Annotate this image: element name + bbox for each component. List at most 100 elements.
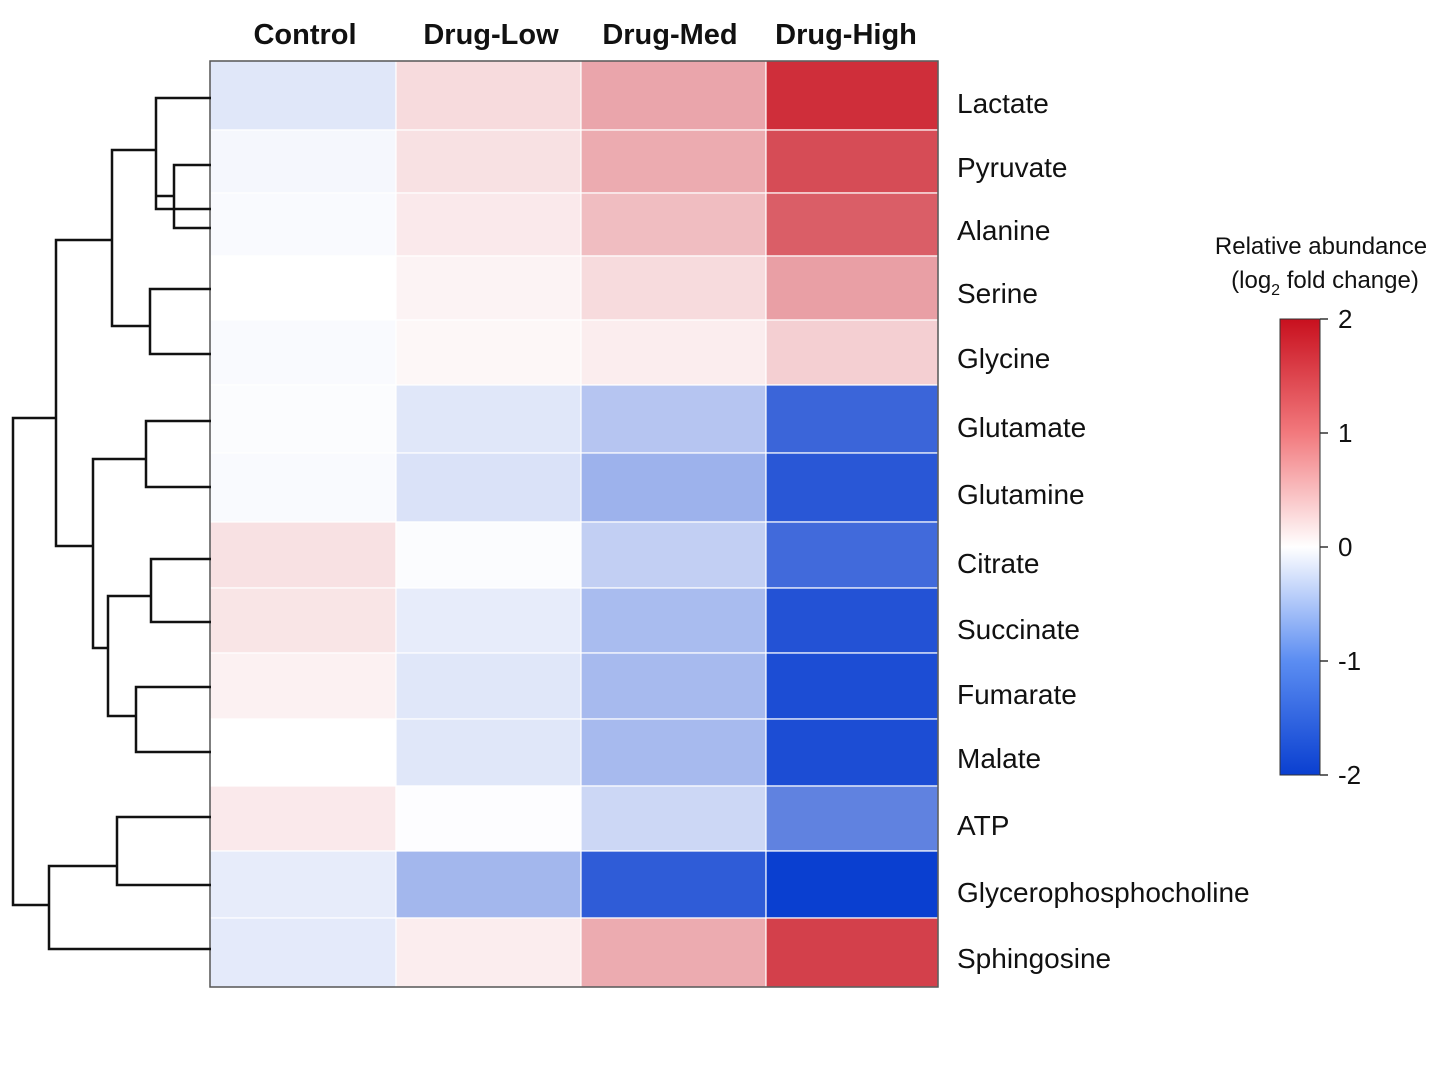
dendrogram-branch bbox=[91, 457, 146, 650]
heatmap-cell bbox=[765, 255, 939, 321]
dendrogram-branch bbox=[134, 685, 211, 754]
heatmap-cell bbox=[765, 917, 939, 988]
heatmap-cell bbox=[580, 652, 767, 720]
heatmap-cell bbox=[765, 192, 939, 257]
dendrogram-branch bbox=[148, 287, 211, 356]
row-label: Sphingosine bbox=[957, 943, 1111, 974]
heatmap-cell bbox=[209, 60, 397, 131]
heatmap-cell bbox=[209, 319, 397, 386]
dendrogram-branch bbox=[106, 594, 151, 718]
row-label: Lactate bbox=[957, 88, 1049, 119]
heatmap-cells bbox=[209, 60, 939, 988]
dendrogram-branch bbox=[172, 163, 211, 230]
colorbar-subtitle: (log2 fold change) bbox=[1231, 267, 1419, 299]
row-label: Alanine bbox=[957, 215, 1050, 246]
colorbar-tick-label: -2 bbox=[1338, 760, 1361, 790]
heatmap-cell bbox=[580, 917, 767, 988]
dendrogram-branch bbox=[149, 557, 211, 624]
heatmap-cell bbox=[395, 192, 582, 257]
heatmap-cell bbox=[580, 587, 767, 654]
heatmap-border bbox=[209, 60, 939, 988]
row-label: Succinate bbox=[957, 614, 1080, 645]
colorbar-title: Relative abundance bbox=[1215, 233, 1427, 260]
heatmap-cell bbox=[395, 319, 582, 386]
row-labels: Lactate Pyruvate Alanine Serine Glycine Gluta… bbox=[957, 88, 1250, 974]
heatmap-cell bbox=[765, 521, 939, 589]
dendrogram-branch bbox=[110, 148, 156, 328]
heatmap-cell bbox=[765, 587, 939, 654]
colorbar: Relative abundance (log2 fold change) 2 1… bbox=[1215, 233, 1427, 790]
heatmap-cell bbox=[209, 587, 397, 654]
colorbar-tick-label: 1 bbox=[1338, 418, 1352, 448]
colorbar-tick-label: 2 bbox=[1338, 304, 1352, 334]
column-label: Drug-Low bbox=[423, 19, 559, 51]
heatmap-cell bbox=[395, 718, 582, 787]
heatmap-cell bbox=[580, 785, 767, 852]
heatmap-cell bbox=[580, 850, 767, 919]
row-label: ATP bbox=[957, 810, 1009, 841]
colorbar-tick-label: -1 bbox=[1338, 646, 1361, 676]
row-label: Malate bbox=[957, 743, 1041, 774]
heatmap-cell bbox=[580, 129, 767, 194]
heatmap-cell bbox=[765, 452, 939, 523]
colorbar-tick-label: 0 bbox=[1338, 532, 1352, 562]
row-label: Glycerophosphocholine bbox=[957, 877, 1250, 908]
dendrogram-branch bbox=[154, 96, 211, 211]
heatmap-cell bbox=[765, 652, 939, 720]
column-labels: Control Drug-Low Drug-Med Drug-High bbox=[253, 19, 916, 51]
heatmap-cell bbox=[395, 60, 582, 131]
heatmap-cell bbox=[209, 785, 397, 852]
heatmap-cell bbox=[580, 319, 767, 386]
heatmap-cell bbox=[580, 521, 767, 589]
heatmap-cell bbox=[765, 718, 939, 787]
dendrogram-branch bbox=[115, 815, 211, 887]
heatmap-cell bbox=[765, 850, 939, 919]
heatmap-cell bbox=[209, 192, 397, 257]
heatmap-cell bbox=[580, 192, 767, 257]
column-label: Control bbox=[253, 19, 356, 51]
heatmap-cell bbox=[209, 129, 397, 194]
colorbar-ticks: 2 1 0 -1 -2 bbox=[1320, 304, 1361, 790]
heatmap-cell bbox=[395, 587, 582, 654]
row-label: Citrate bbox=[957, 548, 1039, 579]
heatmap-cell bbox=[395, 652, 582, 720]
heatmap-cell bbox=[395, 850, 582, 919]
dendrogram-branch bbox=[54, 238, 112, 548]
row-label: Pyruvate bbox=[957, 152, 1068, 183]
row-label: Glutamine bbox=[957, 479, 1085, 510]
heatmap-cell bbox=[580, 60, 767, 131]
heatmap-cell bbox=[395, 255, 582, 321]
heatmap-cell bbox=[395, 384, 582, 454]
heatmap-cell bbox=[395, 917, 582, 988]
heatmap-cell bbox=[580, 452, 767, 523]
dendrogram-branch bbox=[144, 419, 211, 489]
heatmap-cell bbox=[580, 718, 767, 787]
heatmap-cell bbox=[580, 384, 767, 454]
row-label: Serine bbox=[957, 278, 1038, 309]
heatmap-cell bbox=[209, 384, 397, 454]
heatmap-cell bbox=[395, 129, 582, 194]
colorbar-gradient bbox=[1279, 318, 1321, 776]
row-label: Glycine bbox=[957, 343, 1050, 374]
column-label: Drug-High bbox=[775, 19, 917, 51]
heatmap-cell bbox=[580, 255, 767, 321]
row-label: Glutamate bbox=[957, 412, 1086, 443]
heatmap-cell bbox=[209, 652, 397, 720]
column-label: Drug-Med bbox=[602, 19, 737, 51]
heatmap-cell bbox=[395, 785, 582, 852]
heatmap-cell bbox=[765, 319, 939, 386]
heatmap-cell bbox=[395, 521, 582, 589]
heatmap-cell bbox=[209, 718, 397, 787]
heatmap-cell bbox=[209, 917, 397, 988]
dendrogram-branch bbox=[47, 864, 211, 951]
heatmap-cell bbox=[209, 521, 397, 589]
row-dendrogram bbox=[11, 96, 211, 951]
row-label: Fumarate bbox=[957, 679, 1077, 710]
dendrogram-branch bbox=[11, 416, 56, 907]
heatmap-cell bbox=[395, 452, 582, 523]
heatmap-cell bbox=[765, 785, 939, 852]
heatmap-cell bbox=[765, 129, 939, 194]
heatmap-cell bbox=[209, 255, 397, 321]
heatmap-cell bbox=[765, 60, 939, 131]
